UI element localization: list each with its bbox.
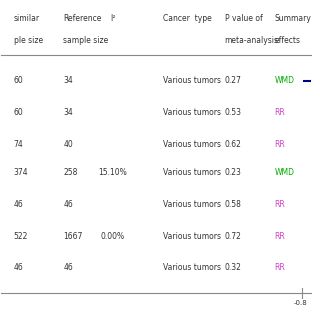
Text: 34: 34 bbox=[63, 76, 73, 85]
Text: 0.53: 0.53 bbox=[225, 108, 242, 117]
Text: 374: 374 bbox=[14, 168, 28, 177]
Text: 258: 258 bbox=[63, 168, 78, 177]
Text: Various tumors: Various tumors bbox=[163, 140, 221, 148]
Text: 74: 74 bbox=[14, 140, 24, 148]
Text: 0.27: 0.27 bbox=[225, 76, 242, 85]
Text: RR: RR bbox=[274, 108, 285, 117]
Text: 40: 40 bbox=[63, 140, 73, 148]
Text: similar: similar bbox=[14, 14, 40, 23]
Text: Various tumors: Various tumors bbox=[163, 168, 221, 177]
Text: sample size: sample size bbox=[63, 36, 109, 45]
Text: P value of: P value of bbox=[225, 14, 262, 23]
Text: ple size: ple size bbox=[14, 36, 43, 45]
Text: Cancer  type: Cancer type bbox=[163, 14, 212, 23]
Text: 522: 522 bbox=[14, 232, 28, 241]
Text: 60: 60 bbox=[14, 108, 24, 117]
Text: meta-analysis: meta-analysis bbox=[225, 36, 279, 45]
Text: Various tumors: Various tumors bbox=[163, 232, 221, 241]
Text: 0.00%: 0.00% bbox=[101, 232, 125, 241]
Text: 0.32: 0.32 bbox=[225, 263, 242, 272]
Text: 46: 46 bbox=[63, 263, 73, 272]
Text: 0.62: 0.62 bbox=[225, 140, 242, 148]
Text: 15.10%: 15.10% bbox=[99, 168, 127, 177]
Text: Various tumors: Various tumors bbox=[163, 200, 221, 209]
Text: 0.72: 0.72 bbox=[225, 232, 242, 241]
Text: Reference: Reference bbox=[63, 14, 102, 23]
Text: RR: RR bbox=[274, 263, 285, 272]
Text: WMD: WMD bbox=[274, 168, 294, 177]
Text: 46: 46 bbox=[14, 200, 24, 209]
Text: effects: effects bbox=[274, 36, 300, 45]
Text: 46: 46 bbox=[63, 200, 73, 209]
Text: RR: RR bbox=[274, 232, 285, 241]
Text: 1667: 1667 bbox=[63, 232, 83, 241]
Text: RR: RR bbox=[274, 200, 285, 209]
Text: 46: 46 bbox=[14, 263, 24, 272]
Text: 0.23: 0.23 bbox=[225, 168, 242, 177]
Text: I²: I² bbox=[110, 14, 116, 23]
Text: WMD: WMD bbox=[274, 76, 294, 85]
Text: Various tumors: Various tumors bbox=[163, 263, 221, 272]
Text: 60: 60 bbox=[14, 76, 24, 85]
Text: Various tumors: Various tumors bbox=[163, 76, 221, 85]
Text: Summary: Summary bbox=[274, 14, 311, 23]
Text: 34: 34 bbox=[63, 108, 73, 117]
Text: RR: RR bbox=[274, 140, 285, 148]
Text: -0.8: -0.8 bbox=[294, 300, 308, 306]
Text: 0.58: 0.58 bbox=[225, 200, 242, 209]
Text: Various tumors: Various tumors bbox=[163, 108, 221, 117]
